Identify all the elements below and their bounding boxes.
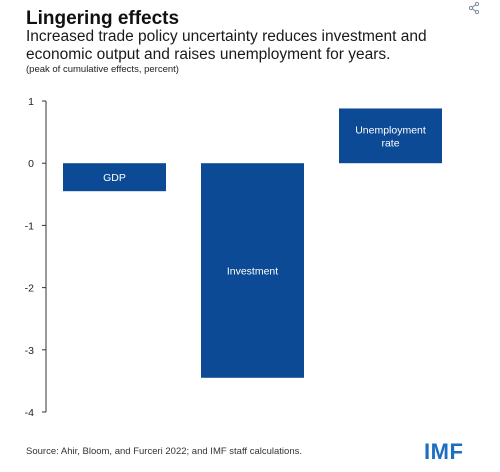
bar-label: Investment (227, 265, 278, 277)
bar-unemployment-rate (339, 108, 442, 164)
chart-subtitle: Increased trade policy uncertainty reduc… (26, 28, 427, 63)
imf-logo: IMF (424, 439, 464, 464)
y-tick-label: -4 (25, 407, 34, 419)
bar-label-line: GDP (103, 172, 126, 184)
bar-investment (201, 163, 304, 378)
bar-label: GDP (103, 172, 126, 184)
bar-label: Unemployment rate (355, 124, 426, 149)
bar-label-line: rate (381, 137, 399, 149)
y-tick-label: 0 (28, 158, 34, 170)
unit-note: (peak of cumulative effects, percent) (26, 64, 179, 75)
y-tick-label: -2 (25, 283, 34, 295)
y-tick-label: -3 (25, 345, 34, 357)
share-icon-glyph (468, 1, 480, 15)
y-tick-label: -1 (25, 220, 34, 232)
source-note: Source: Ahir, Bloom, and Furceri 2022; a… (26, 446, 302, 457)
y-tick-label: 1 (28, 96, 34, 108)
chart-title: Lingering effects (26, 8, 180, 29)
bar-label-line: Investment (227, 265, 278, 277)
share-icon[interactable] (466, 0, 482, 16)
bar-chart: 1 0 -1 -2 -3 -4 GDP Investment Unemployment rate (25, 96, 442, 419)
bar-gdp (63, 163, 166, 192)
bar-label-line: Unemployment (355, 124, 426, 136)
